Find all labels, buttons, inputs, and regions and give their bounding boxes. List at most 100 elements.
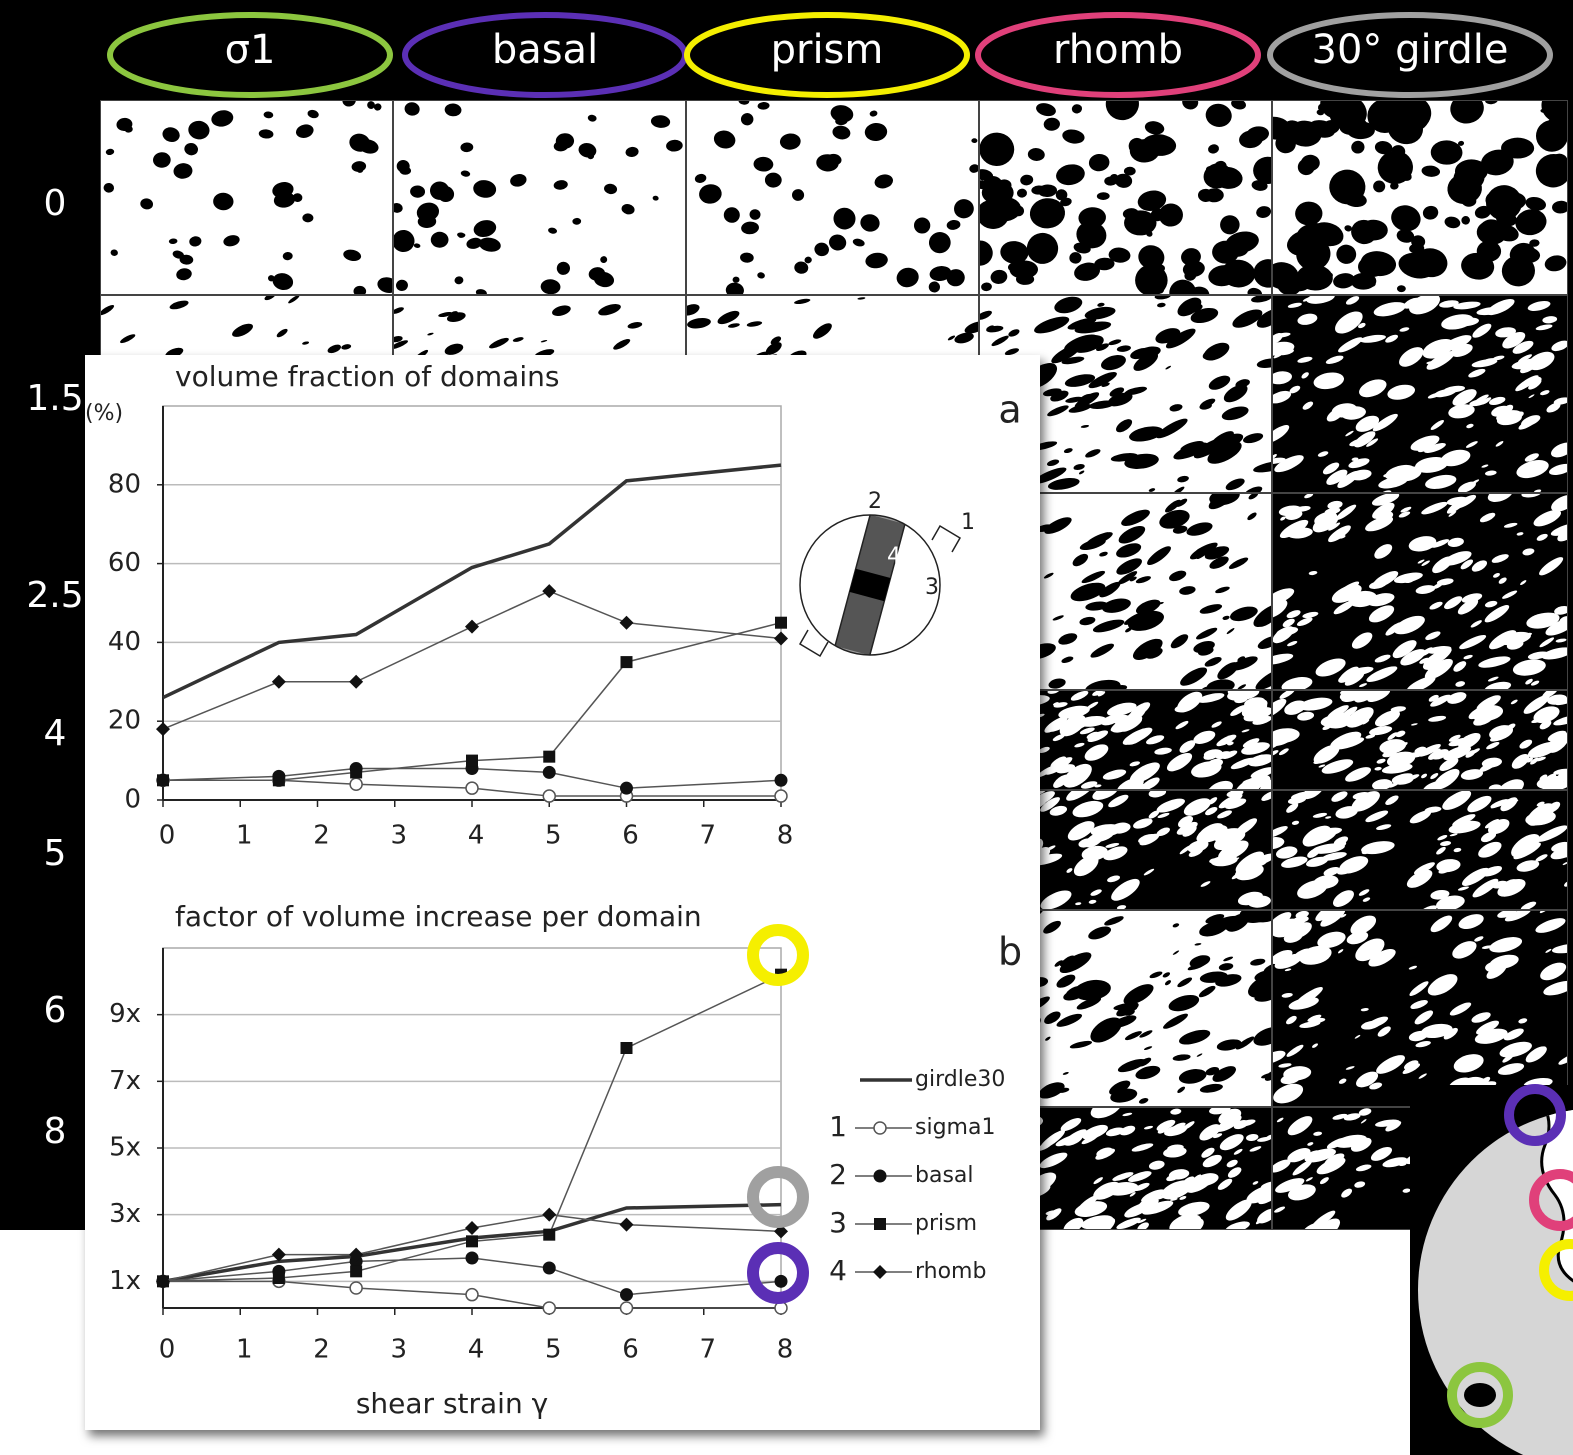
- legend-label: rhomb: [915, 1259, 986, 1284]
- legend-label: sigma1: [915, 1115, 995, 1140]
- point: [466, 1289, 478, 1301]
- point: [273, 774, 285, 786]
- cell-background: [100, 100, 393, 295]
- micrograph-cell: [1256, 484, 1573, 696]
- row-label: 6: [44, 990, 67, 1031]
- micrograph-cell: [1258, 86, 1573, 297]
- y-tick-label: 0: [124, 785, 141, 815]
- column-headers: σ1basalprismrhomb30° girdle: [110, 15, 1550, 95]
- point: [543, 751, 555, 763]
- row-label: 5: [44, 833, 67, 874]
- x-tick-label: 2: [313, 821, 330, 851]
- x-tick-label: 7: [699, 821, 716, 851]
- legend-domain: 1: [829, 1110, 847, 1143]
- point: [621, 1042, 633, 1054]
- legend-domain: 4: [829, 1254, 847, 1287]
- micrograph-cell: [390, 100, 686, 297]
- point: [350, 1265, 362, 1277]
- x-tick-label: 4: [468, 1335, 485, 1365]
- y-tick-label: 40: [108, 627, 141, 657]
- micrograph-cell: [686, 96, 980, 299]
- point: [466, 755, 478, 767]
- y-tick-label: 1x: [109, 1266, 141, 1296]
- point: [543, 1302, 555, 1314]
- y-tick-label: 20: [108, 706, 141, 736]
- grain: [1135, 264, 1168, 296]
- column-header: 30° girdle: [1312, 27, 1509, 73]
- legend-domain: 2: [829, 1158, 847, 1191]
- point: [775, 790, 787, 802]
- point: [543, 766, 556, 779]
- point: [874, 1218, 886, 1230]
- column-header: σ1: [225, 27, 276, 73]
- pole-figure-large: [1410, 1085, 1573, 1455]
- pole-blob: [1464, 1383, 1496, 1407]
- inset-label: 1: [961, 510, 975, 535]
- point: [543, 790, 555, 802]
- micrograph-cell: [1258, 676, 1573, 801]
- micrograph-cell: [1263, 289, 1573, 496]
- x-tick-label: 1: [236, 1335, 253, 1365]
- row-label: 2.5: [26, 575, 83, 616]
- grain: [302, 213, 313, 222]
- inset-label: 3: [925, 575, 939, 600]
- chart-title: volume fraction of domains: [175, 360, 559, 393]
- chart-title: factor of volume increase per domain: [175, 900, 702, 933]
- inset-label: 2: [868, 489, 882, 514]
- point: [874, 1170, 887, 1183]
- legend-label: prism: [915, 1211, 977, 1236]
- y-tick-label: 3x: [109, 1199, 141, 1229]
- y-tick-label: 80: [108, 469, 141, 499]
- figure: σ1basalprismrhomb30° girdle 01.52.54568 …: [0, 0, 1573, 1455]
- x-tick-label: 4: [468, 821, 485, 851]
- x-tick-label: 7: [699, 1335, 716, 1365]
- column-header: rhomb: [1053, 27, 1183, 73]
- y-unit: (%): [85, 401, 123, 426]
- point: [620, 1288, 633, 1301]
- y-tick-label: 7x: [109, 1066, 141, 1096]
- x-tick-label: 5: [545, 1335, 562, 1365]
- inset-label: 4: [903, 612, 917, 637]
- cell-background: [686, 100, 979, 295]
- x-axis-label: shear strain γ: [356, 1387, 548, 1420]
- grain: [1124, 210, 1157, 235]
- column-header: basal: [492, 27, 598, 73]
- grain: [397, 160, 410, 173]
- x-tick-label: 0: [159, 1335, 176, 1365]
- x-tick-label: 3: [390, 821, 407, 851]
- y-tick-label: 5x: [109, 1133, 141, 1163]
- panel-label: b: [998, 930, 1022, 974]
- point: [273, 1272, 285, 1284]
- y-tick-label: 9x: [109, 999, 141, 1029]
- x-tick-label: 5: [545, 821, 562, 851]
- point: [621, 1302, 633, 1314]
- x-tick-label: 1: [236, 821, 253, 851]
- point: [621, 656, 633, 668]
- point: [874, 1122, 886, 1134]
- x-tick-label: 8: [777, 1335, 794, 1365]
- micrograph-cell: [1259, 897, 1573, 1111]
- x-tick-label: 8: [777, 821, 794, 851]
- point: [466, 1235, 478, 1247]
- point: [466, 782, 478, 794]
- point: [350, 766, 362, 778]
- row-label: 4: [44, 713, 67, 754]
- y-tick-label: 60: [108, 548, 141, 578]
- inset-label: 4: [887, 544, 901, 569]
- point: [775, 617, 787, 629]
- x-tick-label: 2: [313, 1335, 330, 1365]
- legend-domain: 3: [829, 1206, 847, 1239]
- micrograph-cell: [100, 93, 400, 296]
- point: [543, 1229, 555, 1241]
- point: [543, 1262, 556, 1275]
- panel-label: a: [998, 388, 1021, 432]
- legend-label: girdle30: [915, 1067, 1005, 1092]
- point: [350, 778, 362, 790]
- legend-label: basal: [915, 1163, 974, 1188]
- point: [620, 782, 633, 795]
- micrograph-cell: [1260, 782, 1573, 917]
- point: [157, 774, 169, 786]
- x-tick-label: 0: [159, 821, 176, 851]
- point: [775, 774, 788, 787]
- x-tick-label: 6: [622, 821, 639, 851]
